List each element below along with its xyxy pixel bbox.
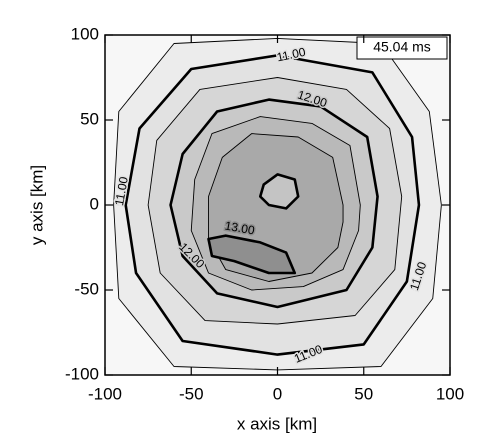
y-axis-label: y axis [km] bbox=[27, 165, 46, 245]
x-tick-label: 50 bbox=[354, 384, 373, 403]
x-tick-label: 0 bbox=[273, 384, 282, 403]
annotation-box bbox=[356, 36, 448, 60]
x-axis-label: x axis [km] bbox=[237, 414, 317, 433]
x-tick-label: -50 bbox=[179, 384, 204, 403]
y-tick-label: 50 bbox=[80, 109, 99, 128]
annotation: 45.04 ms bbox=[373, 39, 431, 55]
y-tick-label: -100 bbox=[65, 364, 99, 383]
y-tick-label: 0 bbox=[90, 194, 99, 213]
contour-label: 13.00 bbox=[224, 218, 256, 237]
contour-line bbox=[258, 173, 300, 210]
contour-label: 11.00 bbox=[112, 175, 131, 206]
contour-line bbox=[207, 234, 297, 275]
y-tick-label: 100 bbox=[71, 24, 99, 43]
x-tick-label: 100 bbox=[436, 384, 464, 403]
y-tick-label: -50 bbox=[74, 279, 99, 298]
contours bbox=[113, 37, 442, 371]
x-tick-label: -100 bbox=[88, 384, 122, 403]
